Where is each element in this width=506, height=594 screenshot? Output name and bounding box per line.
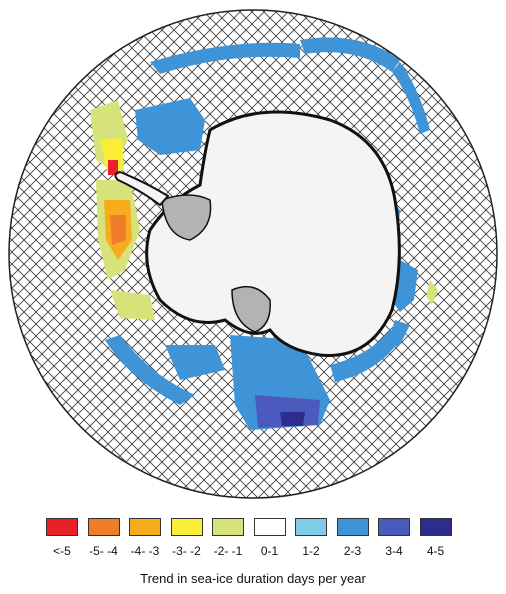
legend-swatch: [212, 518, 244, 536]
ronne-ice-shelf: [161, 194, 212, 241]
legend-swatch-label: 4-5: [426, 544, 445, 558]
legend-swatch-label: <-5: [53, 544, 71, 558]
legend-swatch: [295, 518, 327, 536]
map-disc-outline: [8, 9, 498, 499]
legend-swatch-label: 2-3: [343, 544, 362, 558]
legend-swatch: [253, 518, 286, 536]
legend-title: Trend in sea-ice duration days per year: [140, 571, 366, 586]
legend-swatch: [419, 518, 452, 536]
legend-swatch: [46, 518, 78, 536]
ross-ice-shelf: [231, 285, 271, 333]
legend-swatch: [336, 518, 369, 536]
legend-swatch: [87, 518, 120, 536]
legend-swatch-label: 3-4: [385, 544, 403, 558]
legend-swatch: [378, 518, 410, 536]
legend-swatch-label: 1-2: [302, 544, 320, 558]
legend-swatch-label: 0-1: [260, 544, 279, 558]
legend-swatch-label: -5- -4: [89, 544, 118, 558]
legend: <-5 -5- -4 -4- -3 -3- -2 -2- -1 0-1 1-2 2-3 3-4 4…: [46, 518, 466, 558]
legend-swatch-label: -3- -2: [172, 544, 201, 558]
legend-swatch: [129, 518, 161, 536]
antarctica-landmass: [145, 110, 401, 357]
legend-swatch-label: -2- -1: [213, 544, 243, 558]
legend-swatch: [170, 518, 203, 536]
antarctic-peninsula: [114, 170, 170, 207]
antarctic-sea-ice-map: [8, 9, 498, 499]
legend-swatch-label: -4- -3: [130, 544, 160, 558]
